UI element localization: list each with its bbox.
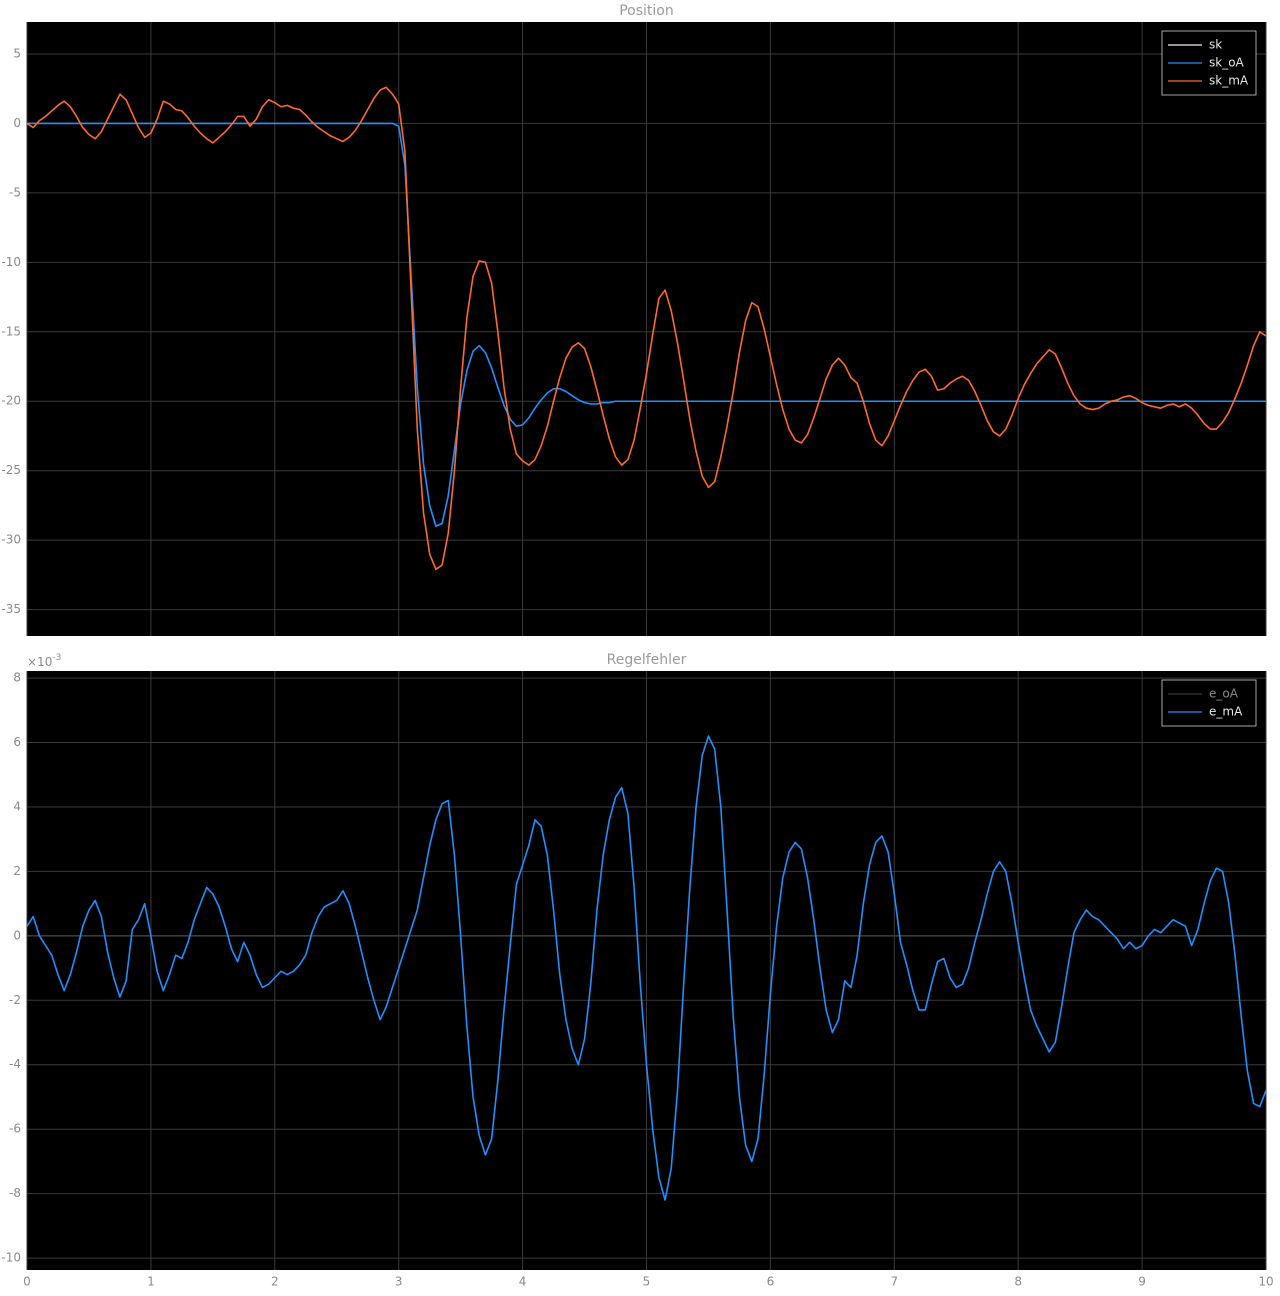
legend-label: sk_oA [1209, 56, 1245, 70]
y-tick-label: 8 [13, 671, 21, 685]
y-tick-label: 0 [13, 116, 21, 130]
chart-title: Regelfehler [607, 652, 687, 668]
legend-label: e_oA [1209, 687, 1239, 701]
y-tick-label: -4 [9, 1057, 21, 1071]
x-tick-label: 2 [271, 1275, 279, 1289]
x-tick-label: 8 [1014, 1275, 1022, 1289]
x-tick-label: 9 [1138, 1275, 1146, 1289]
legend-label: sk_mA [1209, 74, 1249, 88]
legend-label: sk [1209, 38, 1222, 52]
y-tick-label: -6 [9, 1122, 21, 1136]
chart-title: Position [619, 3, 674, 19]
y-multiplier-exponent: -3 [52, 653, 61, 663]
x-tick-label: 10 [1258, 1275, 1273, 1289]
y-tick-label: -25 [1, 463, 21, 477]
y-tick-label: -2 [9, 993, 21, 1007]
y-tick-label: 0 [13, 928, 21, 942]
y-tick-label: -30 [1, 533, 21, 547]
plot-lines [27, 735, 1266, 1201]
y-tick-label: -20 [1, 394, 21, 408]
y-tick-label: 6 [13, 735, 21, 749]
x-tick-label: 3 [395, 1275, 403, 1289]
y-tick-label: -8 [9, 1186, 21, 1200]
y-tick-label: 2 [13, 864, 21, 878]
y-tick-label: -5 [9, 185, 21, 199]
y-tick-label: -15 [1, 324, 21, 338]
y-tick-label: -10 [1, 1251, 21, 1265]
x-tick-label: 5 [643, 1275, 651, 1289]
y-tick-label: -35 [1, 602, 21, 616]
y-tick-label: 5 [13, 46, 21, 60]
x-tick-label: 7 [890, 1275, 898, 1289]
y-multiplier: ×10-3 [27, 653, 61, 669]
x-tick-label: 0 [23, 1275, 31, 1289]
x-tick-label: 1 [147, 1275, 155, 1289]
y-multiplier-base: ×10 [27, 655, 52, 669]
legend-box [1161, 679, 1257, 727]
x-tick-label: 6 [767, 1275, 775, 1289]
series-line [27, 86, 1266, 571]
legend-label: e_mA [1209, 705, 1243, 719]
plot-lines [27, 86, 1266, 571]
y-tick-label: -10 [1, 255, 21, 269]
x-tick-label: 4 [519, 1275, 527, 1289]
series-line [27, 735, 1266, 1201]
series-line [27, 122, 1266, 528]
y-tick-label: 4 [13, 799, 21, 813]
